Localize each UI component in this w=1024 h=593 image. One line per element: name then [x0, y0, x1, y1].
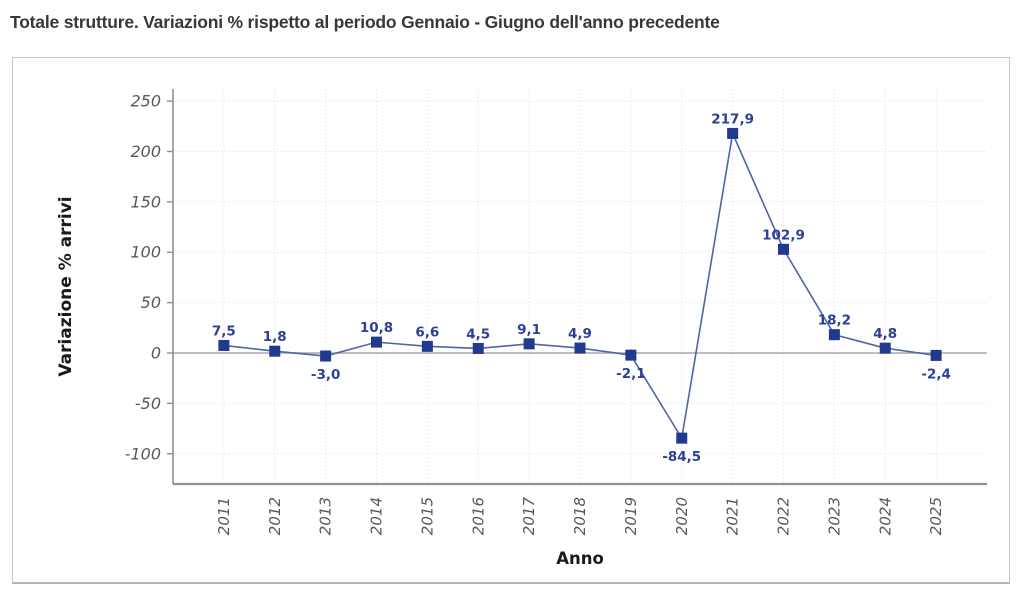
data-point-label: -84,5: [662, 449, 701, 465]
x-tick-label: 2015: [418, 497, 436, 535]
y-tick-label: -100: [125, 444, 161, 463]
x-tick-label: 2022: [775, 497, 793, 535]
x-tick-label: 2011: [215, 497, 233, 535]
y-tick-label: 200: [130, 142, 161, 161]
data-point-marker: [676, 432, 688, 444]
data-point-marker: [778, 243, 789, 255]
chart-panel: 250 200 150 100 50 0 -50 -100 7,5 1,8 -3,0 10,8 6,6 4…: [12, 57, 1010, 584]
data-point-marker: [269, 345, 281, 357]
data-point-label: 217,9: [711, 111, 754, 127]
y-tick-label: 50: [141, 293, 161, 312]
data-point-label: 9,1: [517, 322, 541, 338]
y-tick-label: 100: [130, 243, 161, 262]
x-tick-label: 2020: [673, 497, 691, 535]
y-tick-label: -50: [135, 394, 161, 413]
x-tick-label: 2023: [825, 497, 843, 535]
x-axis-title: Anno: [556, 549, 604, 568]
data-point-marker: [930, 349, 942, 361]
x-tick-label: 2025: [927, 497, 945, 535]
chart-title: Totale strutture. Variazioni % rispetto …: [10, 12, 720, 32]
data-point-label: -2,1: [616, 366, 646, 382]
data-point-label: 102,9: [762, 227, 805, 243]
data-point-marker: [371, 336, 382, 348]
x-tick-label: 2014: [368, 497, 386, 535]
data-point-marker: [574, 342, 586, 354]
x-tick-label: 2024: [876, 497, 894, 535]
line-chart: 250 200 150 100 50 0 -50 -100 7,5 1,8 -3,0 10,8 6,6 4…: [56, 89, 987, 568]
y-tick-label: 0: [151, 344, 161, 363]
x-tick-label: 2018: [571, 497, 589, 535]
y-tick-label: 250: [130, 92, 161, 111]
data-point-label: 4,9: [568, 326, 592, 342]
data-point-marker: [879, 342, 891, 354]
y-axis-title: Variazione % arrivi: [56, 196, 76, 376]
data-point-marker: [472, 342, 484, 354]
data-point-label: 4,8: [873, 326, 897, 342]
x-tick-label: 2017: [520, 497, 538, 536]
data-point-label: 18,2: [818, 313, 851, 329]
data-point-label: 7,5: [212, 323, 236, 339]
data-point-marker: [320, 350, 332, 362]
data-point-label: 10,8: [360, 320, 393, 336]
data-point-label: 1,8: [263, 329, 287, 345]
x-tick-label: 2019: [622, 497, 640, 535]
data-point-label: -3,0: [311, 367, 341, 383]
x-tick-label: 2012: [266, 497, 284, 535]
data-point-marker: [218, 339, 230, 351]
data-point-marker: [523, 338, 535, 350]
x-tick-label: 2016: [469, 497, 487, 535]
data-point-marker: [727, 127, 739, 139]
data-point-marker: [828, 329, 840, 341]
x-tick-label: 2021: [724, 497, 742, 535]
y-tick-label: 150: [130, 192, 161, 211]
data-point-marker: [421, 340, 433, 352]
data-point-label: 4,5: [466, 326, 490, 342]
data-point-marker: [625, 349, 637, 361]
data-point-label: 6,6: [415, 324, 439, 340]
data-point-label: -2,4: [921, 366, 951, 382]
x-tick-label: 2013: [317, 497, 335, 535]
